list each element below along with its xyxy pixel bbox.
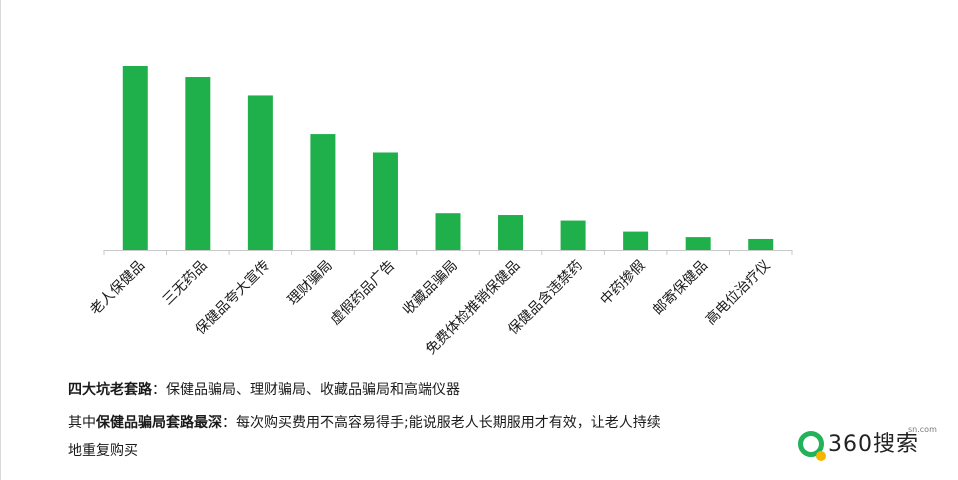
x-tick-label: 中药掺假 [597, 257, 649, 309]
bar [122, 66, 148, 250]
bars-group [122, 66, 774, 250]
x-tick-label: 三无药品 [160, 258, 211, 309]
x-tick-label: 收藏品骗局 [400, 258, 461, 319]
bar [560, 220, 586, 250]
caption-line-3: 地重复购买 [68, 441, 138, 461]
caption-line-2-rest: ：每次购买费用不高容易得手;能说服老人长期服用才有效，让老人持续 [222, 415, 661, 431]
caption-line-2-bold: 保健品骗局套路最深 [96, 415, 222, 431]
caption-line-2: 其中保健品骗局套路最深：每次购买费用不高容易得手;能说服老人长期服用才有效，让老… [68, 413, 661, 433]
logo-small-text: sn.com [908, 425, 937, 434]
bar [372, 152, 398, 250]
x-tick-label: 虚假药品广告 [328, 258, 399, 329]
bar [685, 237, 711, 250]
logo-text: 360搜索 [828, 432, 919, 457]
caption-line-2-pre: 其中 [68, 415, 96, 431]
bar [310, 134, 336, 250]
x-tick-label: 老人保健品 [87, 258, 148, 319]
caption-line-1-bold: 四大坑老套路 [68, 382, 152, 398]
bar [623, 231, 649, 250]
caption-line-1-rest: ：保健品骗局、理财骗局、收藏品骗局和高端仪器 [152, 382, 460, 398]
caption-line-1: 四大坑老套路：保健品骗局、理财骗局、收藏品骗局和高端仪器 [68, 380, 460, 400]
logo-dot-icon [816, 451, 826, 461]
x-tick-label: 高电位治疗仪 [702, 257, 773, 328]
bar [748, 238, 774, 250]
x-tick-label: 理财骗局 [285, 258, 336, 309]
bar [435, 213, 461, 250]
bar [498, 215, 524, 250]
bar [247, 95, 273, 250]
x-ticks-group [103, 250, 793, 255]
360-search-logo: 360搜索 sn.com [798, 425, 948, 471]
logo-ring-icon [798, 431, 824, 457]
x-tick-label: 邮寄保健品 [649, 257, 711, 319]
caption-line-3-text: 地重复购买 [68, 443, 138, 459]
left-border [0, 0, 1, 480]
bar [185, 77, 211, 250]
